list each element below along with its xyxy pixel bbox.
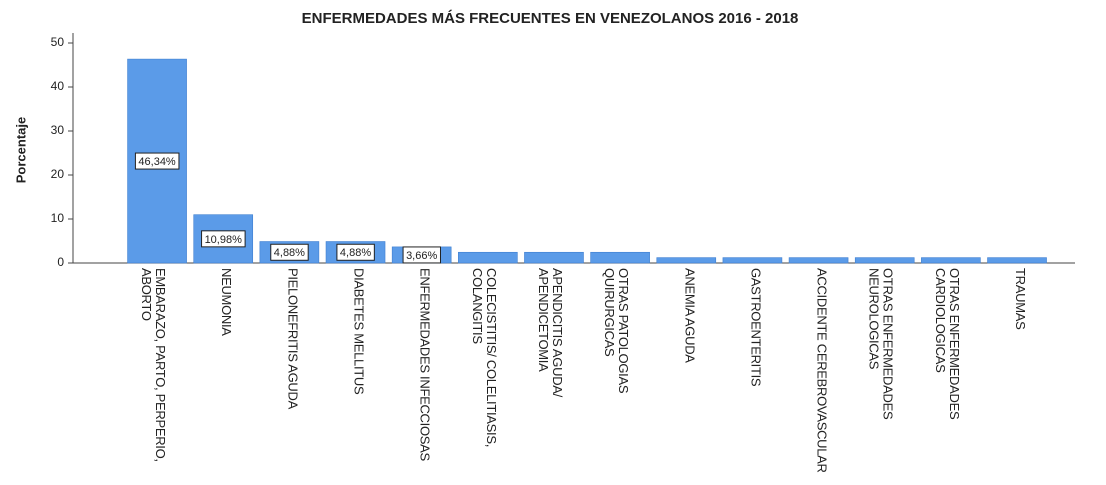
x-tick-label: GASTROENTERITIS — [748, 268, 764, 387]
y-tick-label: 30 — [51, 123, 65, 137]
bar — [722, 257, 783, 264]
data-label: 46,34% — [138, 156, 176, 168]
x-tick-label: ACCIDENTE CEREBROVASCULAR — [814, 268, 830, 473]
bar — [524, 251, 584, 264]
bar — [458, 251, 518, 264]
x-tick-label: APENDICITIS AGUDA/ APENDICETOMIA — [535, 268, 565, 397]
x-tick-label: DIABETES MELLITUS — [351, 268, 367, 395]
y-axis-label: Porcentaje — [13, 117, 28, 183]
bar — [987, 257, 1047, 264]
data-label-box — [134, 152, 180, 170]
x-tick-label: COLECISTITIS/ COLELITIASIS, COLANGITIS — [469, 268, 499, 448]
bar — [921, 257, 981, 264]
x-tick-label: OTRAS ENFERMEDADES NEUROLOGICAS — [866, 268, 896, 420]
x-tick-label: OTRAS ENFERMEDADES CARDIOLOGICAS — [932, 268, 962, 420]
chart-title: ENFERMEDADES MÁS FRECUENTES EN VENEZOLAN… — [302, 10, 799, 27]
y-tick-label: 50 — [51, 35, 65, 49]
bar — [590, 251, 650, 264]
x-tick-label: ENFERMEDADES INFECCIOSAS — [417, 268, 433, 461]
x-tick-label: EMBARAZO, PARTO, PERPERIO, ABORTO — [139, 268, 169, 462]
bar — [854, 257, 915, 264]
x-tick-label: ANEMIA AGUDA — [682, 268, 698, 363]
y-tick-label: 20 — [51, 167, 65, 181]
data-label-box — [201, 230, 246, 248]
y-tick-label: 0 — [57, 255, 64, 269]
y-tick-label: 40 — [51, 79, 65, 93]
data-label-box — [402, 246, 441, 264]
data-label-box — [336, 243, 375, 261]
x-tick-label: TRAUMAS — [1013, 268, 1029, 330]
y-tick-label: 10 — [51, 211, 65, 225]
bar — [656, 257, 717, 264]
data-label: 10,98% — [205, 234, 243, 246]
x-tick-label: PIELONEFRITIS AGUDA — [285, 268, 301, 409]
data-label: 4,88% — [274, 247, 305, 259]
x-tick-label: OTRAS PATOLOGIAS QUIRURGICAS — [602, 268, 632, 394]
data-label: 3,66% — [406, 250, 437, 262]
data-label: 4,88% — [340, 247, 371, 259]
bar — [788, 257, 849, 264]
x-tick-label: NEUMONIA — [219, 268, 235, 336]
data-label-box — [270, 243, 309, 261]
